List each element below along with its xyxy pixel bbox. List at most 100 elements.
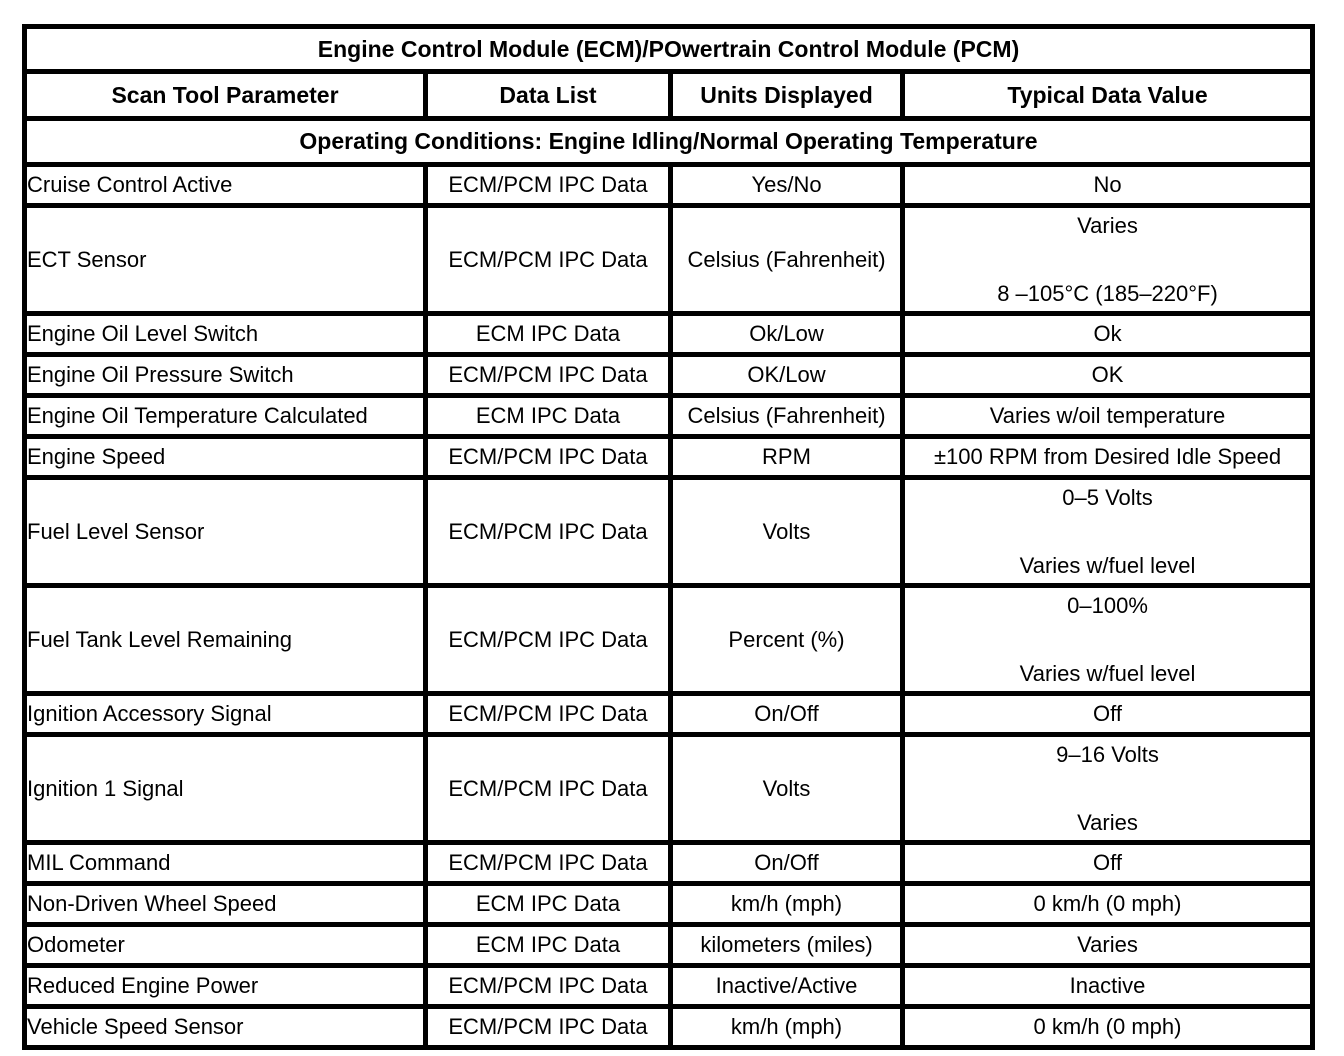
typical-value-line: OK (1091, 362, 1124, 387)
table-row: Fuel Level Sensor ECM/PCM IPC Data Volts 0–… (22, 475, 1316, 588)
units-cell: km/h (mph) (668, 881, 905, 927)
data-list-cell: ECM/PCM IPC Data (423, 691, 673, 737)
parameter-cell: Engine Oil Temperature Calculated (22, 393, 428, 439)
table-row: Engine Oil Pressure Switch ECM/PCM IPC Da… (22, 352, 1316, 398)
table-body: Cruise Control Active ECM/PCM IPC Data Yes… (22, 162, 1316, 1050)
typical-value-cell: Off (899, 691, 1316, 737)
parameter-cell: Non-Driven Wheel Speed (22, 881, 428, 927)
parameter-cell: Engine Oil Pressure Switch (22, 352, 428, 398)
parameter-cell: Fuel Tank Level Remaining (22, 583, 428, 696)
table-row: Engine Speed ECM/PCM IPC Data RPM ±100 RPM … (22, 434, 1316, 480)
column-header-data-list: Data List (423, 69, 673, 121)
typical-value-cell: Varies (899, 922, 1316, 968)
parameter-cell: Fuel Level Sensor (22, 475, 428, 588)
table-row: Fuel Tank Level Remaining ECM/PCM IPC Dat… (22, 583, 1316, 696)
units-cell: OK/Low (668, 352, 905, 398)
table-row: ECT Sensor ECM/PCM IPC Data Celsius (Fahre… (22, 203, 1316, 316)
table-row: Vehicle Speed Sensor ECM/PCM IPC Data km/h… (22, 1004, 1316, 1050)
typical-value-line: ±100 RPM from Desired Idle Speed (933, 444, 1282, 469)
typical-value-cell: Ok (899, 311, 1316, 357)
typical-value-line: Ok (1093, 321, 1122, 346)
table-row: Ignition Accessory Signal ECM/PCM IPC Dat… (22, 691, 1316, 737)
typical-value-cell: Inactive (899, 963, 1316, 1009)
table-row: Engine Oil Temperature Calculated ECM IPC… (22, 393, 1316, 439)
table-row: Cruise Control Active ECM/PCM IPC Data Yes… (22, 162, 1316, 208)
data-list-cell: ECM IPC Data (423, 922, 673, 968)
units-cell: km/h (mph) (668, 1004, 905, 1050)
units-cell: kilometers (miles) (668, 922, 905, 968)
data-list-cell: ECM/PCM IPC Data (423, 963, 673, 1009)
table-row: Reduced Engine Power ECM/PCM IPC Data Inac… (22, 963, 1316, 1009)
units-cell: Celsius (Fahrenheit) (668, 393, 905, 439)
parameter-cell: Engine Speed (22, 434, 428, 480)
typical-value-line: Inactive (1069, 973, 1146, 998)
typical-value-line: Off (1093, 701, 1122, 726)
typical-value-cell: No (899, 162, 1316, 208)
typical-value-line (908, 772, 1308, 806)
column-header-scan-tool-parameter: Scan Tool Parameter (22, 69, 428, 121)
parameter-cell: Reduced Engine Power (22, 963, 428, 1009)
units-cell: Percent (%) (668, 583, 905, 696)
data-list-cell: ECM/PCM IPC Data (423, 434, 673, 480)
table-title-row: Engine Control Module (ECM)/POwertrain C… (21, 24, 1316, 74)
typical-value-line (908, 623, 1308, 657)
column-header-typical-data-value: Typical Data Value (899, 69, 1316, 121)
typical-value-cell: OK (899, 352, 1316, 398)
parameter-cell: MIL Command (22, 840, 428, 886)
table-header-row: Scan Tool Parameter Data List Units Disp… (22, 69, 1316, 121)
table-row: MIL Command ECM/PCM IPC Data On/Off Off (22, 840, 1316, 886)
table-row: Odometer ECM IPC Data kilometers (miles) Va… (22, 922, 1316, 968)
units-cell: Volts (668, 732, 905, 845)
table-title: Engine Control Module (ECM)/POwertrain C… (21, 24, 1316, 74)
typical-value-line: Off (1093, 850, 1122, 875)
typical-value-line: 8 –105°C (185–220°F) (997, 280, 1218, 306)
typical-value-line: Varies (1077, 932, 1138, 957)
typical-value-cell: Varies w/oil temperature (899, 393, 1316, 439)
typical-value-line: Varies w/fuel level (1019, 660, 1196, 686)
data-list-cell: ECM/PCM IPC Data (423, 162, 673, 208)
units-cell: Volts (668, 475, 905, 588)
parameter-cell: ECT Sensor (22, 203, 428, 316)
units-cell: Inactive/Active (668, 963, 905, 1009)
units-cell: On/Off (668, 840, 905, 886)
typical-value-line: Varies w/oil temperature (989, 403, 1226, 428)
typical-value-line: Varies w/fuel level (1019, 552, 1196, 578)
data-list-cell: ECM/PCM IPC Data (423, 732, 673, 845)
ecm-pcm-scan-tool-data-table: Engine Control Module (ECM)/POwertrain C… (21, 24, 1316, 1050)
typical-value-line (908, 515, 1308, 549)
parameter-cell: Ignition 1 Signal (22, 732, 428, 845)
typical-value-line: No (1093, 172, 1122, 197)
typical-value-cell: 0 km/h (0 mph) (899, 881, 1316, 927)
units-cell: Ok/Low (668, 311, 905, 357)
typical-value-line: 0–5 Volts (1062, 484, 1153, 510)
typical-value-line: 0 km/h (0 mph) (1033, 1014, 1182, 1039)
data-list-cell: ECM IPC Data (423, 393, 673, 439)
data-list-cell: ECM/PCM IPC Data (423, 352, 673, 398)
typical-value-cell: 0 km/h (0 mph) (899, 1004, 1316, 1050)
typical-value-line (908, 243, 1308, 277)
typical-value-cell: Off (899, 840, 1316, 886)
typical-value-line: Varies (1077, 212, 1138, 238)
typical-value-line: Varies (1077, 809, 1138, 835)
data-list-cell: ECM/PCM IPC Data (423, 840, 673, 886)
column-header-units-displayed: Units Displayed (668, 69, 905, 121)
units-cell: RPM (668, 434, 905, 480)
table-row: Engine Oil Level Switch ECM IPC Data Ok/Lo… (22, 311, 1316, 357)
parameter-cell: Cruise Control Active (22, 162, 428, 208)
data-list-cell: ECM/PCM IPC Data (423, 203, 673, 316)
typical-value-line: 9–16 Volts (1056, 741, 1159, 767)
table-row: Non-Driven Wheel Speed ECM IPC Data km/h (… (22, 881, 1316, 927)
units-cell: On/Off (668, 691, 905, 737)
typical-value-cell: ±100 RPM from Desired Idle Speed (899, 434, 1316, 480)
data-list-cell: ECM/PCM IPC Data (423, 475, 673, 588)
typical-value-line: 0 km/h (0 mph) (1033, 891, 1182, 916)
parameter-cell: Vehicle Speed Sensor (22, 1004, 428, 1050)
units-cell: Celsius (Fahrenheit) (668, 203, 905, 316)
data-list-cell: ECM IPC Data (423, 881, 673, 927)
typical-value-cell: 9–16 Volts Varies (899, 732, 1316, 845)
typical-value-line: 0–100% (1067, 592, 1148, 618)
data-list-cell: ECM IPC Data (423, 311, 673, 357)
operating-conditions-text: Operating Conditions: Engine Idling/Norm… (21, 116, 1316, 167)
data-list-cell: ECM/PCM IPC Data (423, 583, 673, 696)
